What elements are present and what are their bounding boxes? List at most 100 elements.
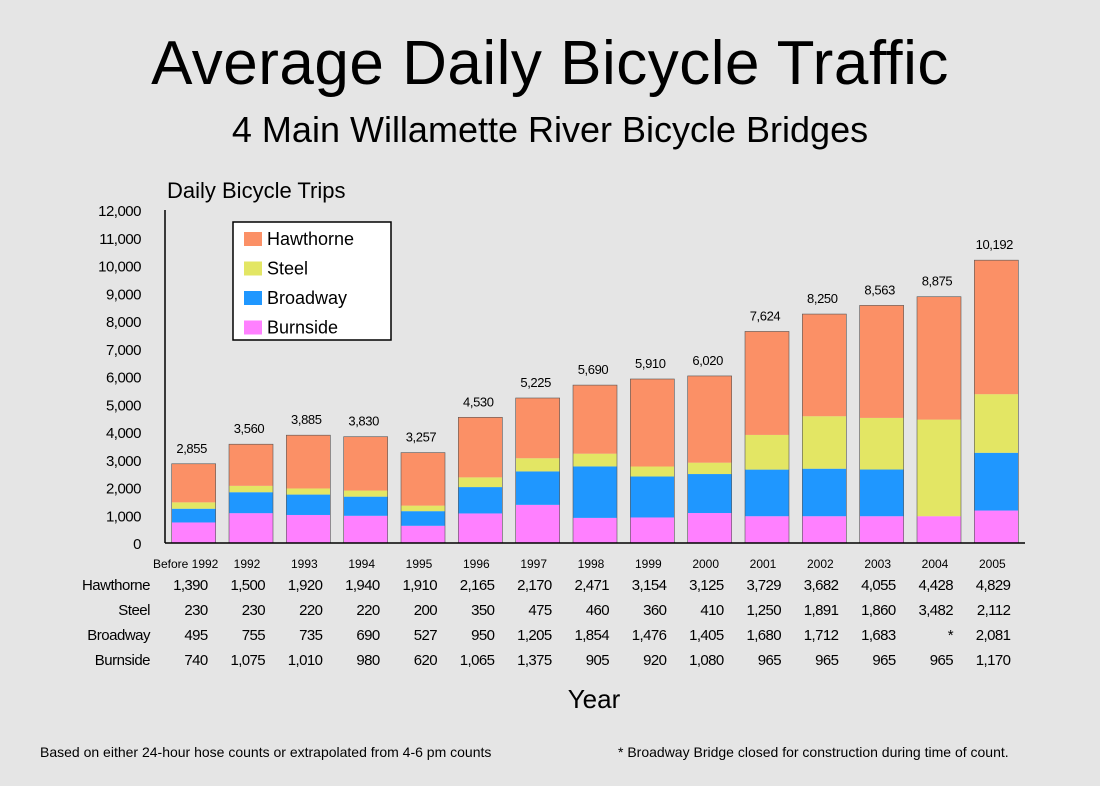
bar-steel	[515, 458, 560, 472]
table-cell: 360	[643, 602, 666, 619]
x-tick-label: 1995	[406, 557, 433, 571]
y-tick-label: 7,000	[106, 342, 141, 359]
table-cell: 755	[242, 627, 265, 644]
bar-broadway	[286, 494, 331, 515]
bar-steel	[458, 477, 503, 488]
table-cell: 1,683	[861, 627, 896, 644]
x-tick-label: 2001	[750, 557, 777, 571]
y-tick-label: 6,000	[106, 370, 141, 387]
table-cell: 1,940	[345, 577, 380, 594]
table-cell: *	[948, 627, 954, 644]
bar-hawthorne	[745, 331, 789, 435]
x-tick-label: 2002	[807, 557, 834, 571]
y-tick-label: 2,000	[106, 481, 141, 498]
bar-steel	[917, 419, 961, 517]
table-cell: 1,860	[861, 602, 896, 619]
table-cell: 3,154	[632, 577, 667, 594]
bar-burnside	[343, 515, 388, 543]
bar-burnside	[917, 516, 961, 543]
x-axis: Before 1992 1992 1993 1994 1995 1996 1997 1998 1…	[153, 542, 1025, 571]
legend: Hawthorne Steel Broadway Burnside	[232, 221, 392, 341]
table-cell: 1,910	[402, 577, 437, 594]
bar-broadway	[229, 492, 273, 514]
bar-steel	[171, 502, 216, 509]
table-cell: 3,729	[746, 577, 781, 594]
bar-broadway	[401, 511, 445, 526]
table-cell: 200	[414, 602, 437, 619]
table-cell: 965	[758, 652, 781, 669]
bar-steel	[630, 466, 675, 477]
total-label: 4,530	[463, 394, 494, 409]
y-axis: Daily Bicycle Trips 0 1,000 2,000 3,000 4,000…	[98, 178, 345, 553]
total-label: 3,830	[348, 414, 379, 429]
table-cell: 1,170	[976, 652, 1011, 669]
table-cell: 965	[872, 652, 895, 669]
bar-broadway	[859, 469, 904, 517]
bar-steel	[286, 488, 331, 495]
table-cell: 220	[356, 602, 379, 619]
x-tick-label: 2005	[979, 557, 1006, 571]
table-cell: 1,080	[689, 652, 724, 669]
table-row-label: Hawthorne	[82, 577, 150, 594]
table-cell: 410	[700, 602, 723, 619]
y-tick-label: 11,000	[99, 231, 141, 248]
chart-title: Average Daily Bicycle Traffic	[151, 29, 949, 98]
total-label: 6,020	[692, 353, 723, 368]
y-tick-label: 1,000	[106, 508, 141, 525]
table-cell: 230	[184, 602, 207, 619]
total-labels: 2,855 3,560 3,885 3,830 3,257 4,530 5,225 5,690…	[176, 237, 1013, 456]
bar-broadway	[630, 476, 675, 518]
total-label: 5,910	[635, 356, 666, 371]
bar-burnside	[687, 513, 732, 543]
total-label: 8,250	[807, 291, 838, 306]
table-cell: 1,065	[460, 652, 495, 669]
total-label: 3,885	[291, 412, 322, 427]
bar-steel	[802, 416, 847, 469]
legend-label: Broadway	[267, 288, 347, 308]
table-cell: 3,125	[689, 577, 724, 594]
bar-burnside	[630, 517, 675, 543]
bar-hawthorne	[229, 444, 273, 486]
x-tick-label: 1992	[234, 557, 261, 571]
table-cell: 1,205	[517, 627, 552, 644]
bar-broadway	[171, 508, 216, 523]
x-tick-label: 1999	[635, 557, 662, 571]
table-cell: 1,920	[288, 577, 323, 594]
table-cell: 527	[414, 627, 437, 644]
bar-steel	[573, 453, 617, 467]
x-tick-label: 2000	[692, 557, 719, 571]
bar-hawthorne	[917, 296, 961, 420]
bar-hawthorne	[687, 375, 732, 463]
table-cell: 1,010	[288, 652, 323, 669]
y-tick-label: 4,000	[106, 425, 141, 442]
table-cell: 2,112	[977, 602, 1011, 619]
table-cell: 230	[242, 602, 265, 619]
total-label: 2,855	[176, 441, 207, 456]
table-cell: 950	[471, 627, 494, 644]
table-cell: 1,375	[517, 652, 552, 669]
x-tick-label: 2004	[922, 557, 949, 571]
bar-burnside	[974, 510, 1019, 543]
bar-burnside	[802, 516, 847, 543]
bar-hawthorne	[573, 385, 617, 454]
legend-label: Hawthorne	[267, 229, 354, 249]
y-tick-label: 9,000	[106, 286, 141, 303]
table-cell: 1,075	[230, 652, 265, 669]
table-cell: 350	[471, 602, 494, 619]
table-cell: 1,390	[173, 577, 208, 594]
bar-steel	[745, 434, 789, 470]
bar-steel	[859, 417, 904, 470]
total-label: 3,257	[406, 430, 437, 445]
bar-hawthorne	[401, 452, 445, 506]
x-tick-label: 1993	[291, 557, 318, 571]
x-tick-label: 1994	[348, 557, 375, 571]
bar-hawthorne	[974, 260, 1019, 395]
bar-steel	[229, 485, 273, 493]
table-cell: 220	[299, 602, 322, 619]
bar-hawthorne	[515, 398, 560, 459]
bar-steel	[687, 462, 732, 475]
table-cell: 4,428	[918, 577, 953, 594]
bar-burnside	[286, 514, 331, 543]
table-cell: 965	[930, 652, 953, 669]
